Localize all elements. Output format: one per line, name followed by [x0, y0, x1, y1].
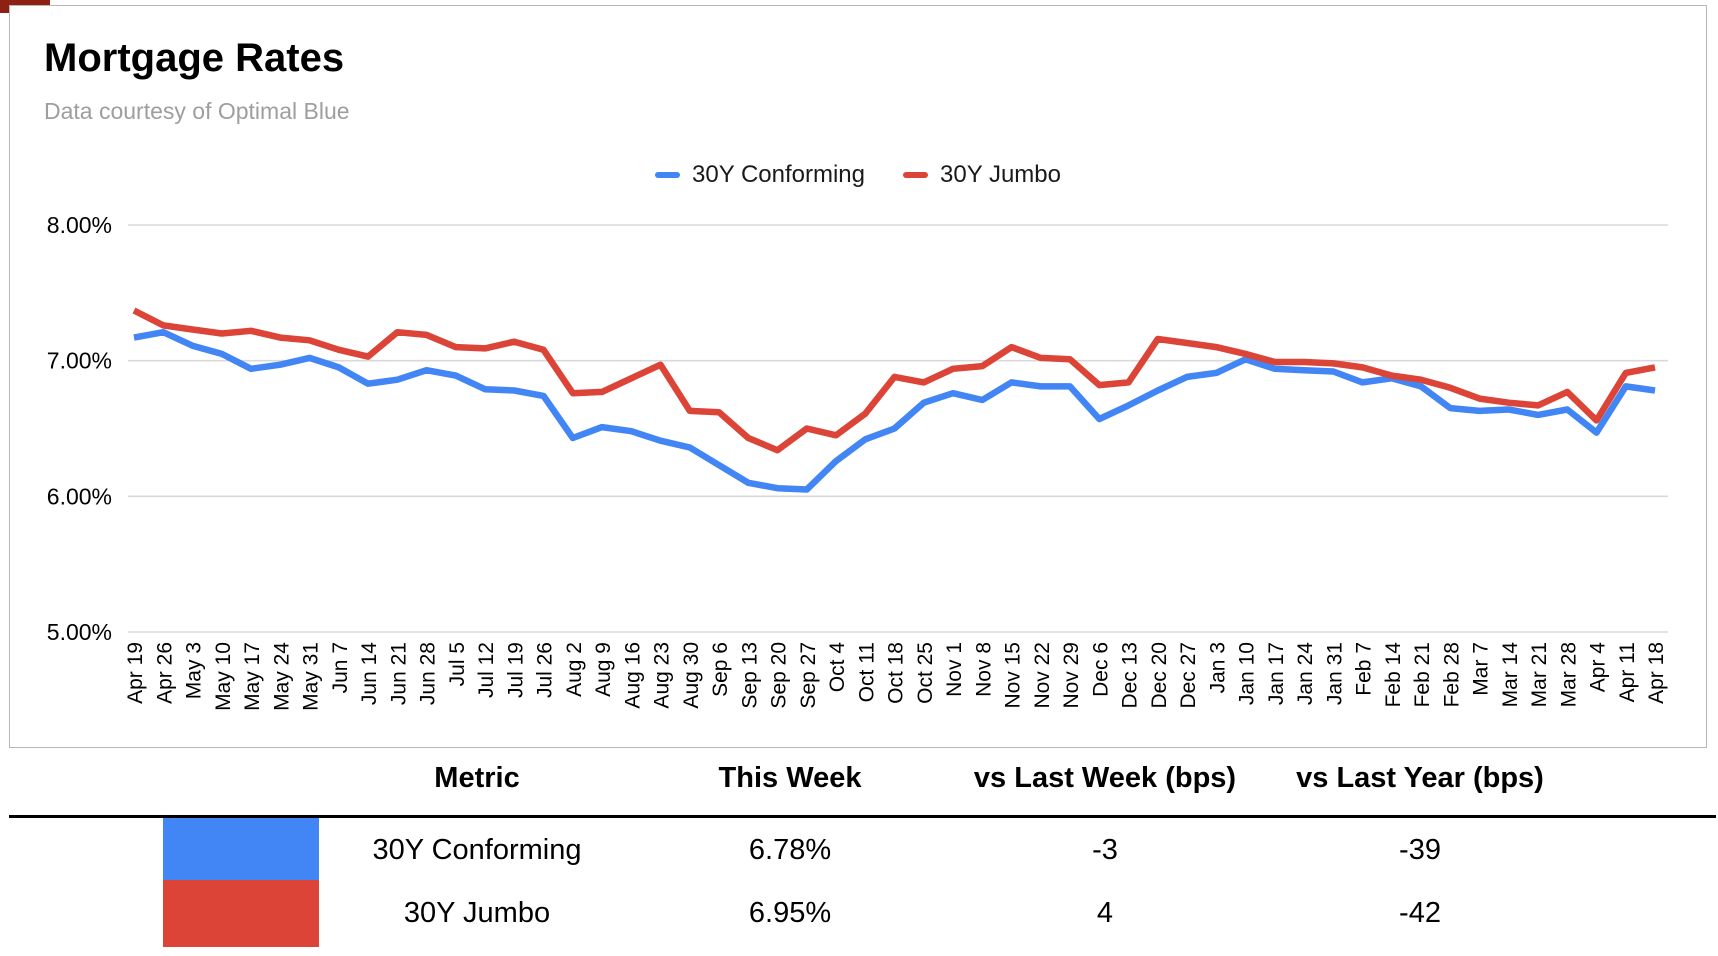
- x-axis-label: Sep 20: [768, 642, 791, 709]
- x-axis-label: Oct 25: [914, 642, 937, 704]
- x-axis-label: Jul 26: [534, 642, 557, 698]
- x-axis-label: Mar 7: [1470, 642, 1493, 696]
- x-axis-label: May 10: [212, 642, 235, 711]
- conforming-color-swatch: [163, 818, 319, 880]
- x-axis-label: Nov 22: [1031, 642, 1054, 709]
- series-line[interactable]: [132, 307, 1656, 454]
- x-axis-label: Oct 11: [855, 642, 878, 702]
- x-axis-label: Oct 18: [885, 642, 908, 704]
- x-axis-label: Jan 24: [1294, 642, 1317, 705]
- conforming-line-swatch-icon: [655, 172, 680, 178]
- x-axis-label: Apr 11: [1616, 642, 1639, 702]
- y-axis-tick-label: 6.00%: [47, 483, 112, 509]
- x-axis-label: Aug 30: [680, 642, 703, 709]
- x-axis-label: Jul 19: [504, 642, 527, 698]
- x-axis-label: Jun 14: [358, 642, 381, 705]
- x-axis-label: Aug 2: [563, 642, 586, 697]
- x-axis-label: Jan 17: [1265, 642, 1288, 705]
- cell-metric-conforming: 30Y Conforming: [372, 834, 582, 866]
- x-axis-label: Aug 9: [592, 642, 615, 697]
- chart-subtitle: Data courtesy of Optimal Blue: [44, 98, 350, 124]
- mortgage-rates-chart[interactable]: Mortgage Rates Data courtesy of Optimal …: [9, 5, 1707, 748]
- x-axis-label: Feb 7: [1353, 642, 1376, 696]
- x-axis-label: Jan 31: [1323, 642, 1346, 705]
- x-axis-label: Mar 21: [1528, 642, 1551, 707]
- x-axis-label: Sep 27: [797, 642, 820, 709]
- x-axis-label: Sep 13: [738, 642, 761, 709]
- x-axis-label: Apr 18: [1645, 642, 1668, 704]
- x-axis-label: Apr 19: [124, 642, 147, 704]
- chart-legend: 30Y Conforming 30Y Jumbo: [10, 161, 1706, 189]
- col-header-metric: Metric: [434, 762, 520, 794]
- x-axis-label: Nov 8: [972, 642, 995, 697]
- legend-label-conforming: 30Y Conforming: [692, 161, 865, 188]
- x-axis-label: Nov 1: [943, 642, 966, 697]
- chart-title: Mortgage Rates: [44, 36, 345, 80]
- x-axis-label: May 24: [270, 642, 293, 711]
- x-axis-label: Dec 6: [1089, 642, 1112, 697]
- x-axis-label: Aug 16: [621, 642, 644, 709]
- series-line[interactable]: [133, 328, 1656, 493]
- col-header-this-week: This Week: [718, 762, 862, 794]
- x-axis-label: Nov 15: [1002, 642, 1025, 709]
- x-axis-label: May 3: [183, 642, 206, 699]
- cell-this-week-jumbo: 6.95%: [748, 897, 832, 929]
- x-axis-label: Apr 4: [1587, 642, 1610, 693]
- jumbo-line-swatch-icon: [903, 172, 928, 178]
- x-axis-label: Jun 7: [329, 642, 352, 693]
- x-axis-label: Nov 29: [1060, 642, 1083, 709]
- y-axis-tick-label: 5.00%: [47, 619, 112, 645]
- x-axis-label: Sep 6: [709, 642, 732, 697]
- x-axis-label: Jul 5: [446, 642, 469, 686]
- x-axis-label: Jan 3: [1206, 642, 1229, 693]
- cell-vs-last-week-jumbo: 4: [1096, 897, 1114, 929]
- x-axis-label: Feb 14: [1382, 642, 1405, 708]
- x-axis-label: Oct 4: [826, 642, 849, 693]
- x-axis-label: Dec 27: [1177, 642, 1200, 709]
- cell-this-week-conforming: 6.78%: [748, 834, 832, 866]
- legend-item-jumbo[interactable]: 30Y Jumbo: [903, 161, 1061, 189]
- jumbo-color-swatch: [163, 880, 319, 947]
- x-axis-label: May 31: [300, 642, 323, 711]
- cell-vs-last-week-conforming: -3: [1092, 834, 1118, 866]
- cell-metric-jumbo: 30Y Jumbo: [403, 897, 551, 929]
- x-axis-label: Dec 13: [1119, 642, 1142, 709]
- x-axis-label: Aug 23: [651, 642, 674, 709]
- y-axis-tick-label: 7.00%: [47, 348, 112, 374]
- y-axis-tick-label: 8.00%: [47, 212, 112, 238]
- x-axis-label: May 17: [241, 642, 264, 711]
- line-chart-plot-area: 8.00% 7.00% 6.00% 5.00% Apr 19 Apr 26 May 3 May…: [47, 212, 1668, 711]
- col-header-vs-last-year: vs Last Year (bps): [1296, 762, 1544, 794]
- cell-vs-last-year-jumbo: -42: [1399, 897, 1441, 929]
- legend-item-conforming[interactable]: 30Y Conforming: [655, 161, 865, 189]
- x-axis-label: Mar 28: [1557, 642, 1580, 707]
- cell-vs-last-year-conforming: -39: [1399, 834, 1441, 866]
- x-axis-label: Jan 10: [1236, 642, 1259, 705]
- col-header-vs-last-week: vs Last Week (bps): [973, 762, 1237, 794]
- x-axis-label: Dec 20: [1148, 642, 1171, 709]
- x-axis-label: Jul 12: [475, 642, 498, 698]
- x-axis-label: Apr 26: [153, 642, 176, 704]
- x-axis-label: Feb 21: [1411, 642, 1434, 707]
- legend-label-jumbo: 30Y Jumbo: [940, 161, 1061, 188]
- x-axis-label: Feb 28: [1440, 642, 1463, 707]
- table-header-divider: [9, 815, 1716, 818]
- x-axis-label: Jun 28: [417, 642, 440, 705]
- x-axis-label: Mar 14: [1499, 642, 1522, 708]
- x-axis-label: Jun 21: [387, 642, 410, 705]
